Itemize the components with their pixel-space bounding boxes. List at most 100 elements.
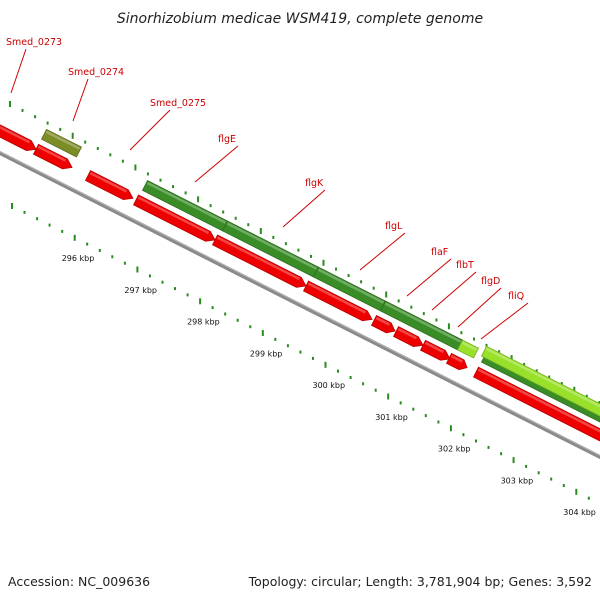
scale-tick-label: 304 kbp	[563, 508, 596, 517]
inner-tick	[550, 477, 553, 481]
inner-tick	[487, 445, 490, 449]
inner-tick	[374, 388, 377, 392]
outer-tick	[498, 350, 501, 354]
gene-label-text: Smed_0273	[6, 37, 62, 48]
outer-tick	[96, 147, 99, 150]
inner-tick	[387, 393, 390, 400]
inner-tick	[61, 229, 64, 233]
outer-tick	[523, 362, 526, 366]
inner-tick	[48, 223, 51, 227]
outer-tick	[272, 235, 275, 239]
outer-tick	[234, 216, 237, 220]
inner-tick	[312, 356, 314, 360]
gene-label-flbt: flbT	[431, 260, 477, 311]
inner-tick	[286, 344, 289, 348]
gene-label-flgl: flgL	[359, 221, 406, 271]
scale-tick-label: 297 kbp	[124, 286, 157, 295]
outer-tick	[598, 401, 600, 404]
inner-tick	[475, 439, 477, 443]
scale-tick-label: 296 kbp	[62, 254, 95, 263]
gene-label-text: Smed_0274	[68, 67, 124, 78]
forward-gene	[40, 128, 82, 158]
reverse-gene	[472, 366, 600, 442]
genome-backbone-highlight	[0, 151, 600, 456]
scale-tick-label: 303 kbp	[501, 476, 534, 485]
inner-tick	[299, 350, 302, 354]
outer-tick	[397, 299, 400, 303]
genome-backbone	[0, 150, 600, 460]
gene-label-flgk: flgK	[282, 178, 326, 228]
outer-tick	[560, 382, 563, 385]
outer-tick	[385, 291, 388, 298]
scale-tick-label: 302 kbp	[438, 445, 471, 454]
forward-strand-genes	[40, 128, 600, 427]
forward-gene	[480, 345, 600, 421]
reverse-gene	[445, 352, 468, 371]
inner-tick	[562, 484, 565, 487]
inner-tick	[274, 337, 277, 341]
outer-tick	[172, 185, 174, 189]
gene-label-smed_0275: Smed_0275	[129, 98, 206, 151]
outer-tick	[46, 121, 49, 125]
inner-tick	[11, 203, 13, 209]
gene-label-text: flgD	[481, 276, 500, 287]
outer-tick	[410, 305, 413, 309]
gene-label-flgd: flgD	[457, 276, 502, 328]
outer-tick	[447, 323, 450, 330]
scale-labels: 296 kbp 297 kbp 298 kbp 299 kbp 300 kbp 301 k…	[62, 254, 596, 517]
gene-label-smed_0274: Smed_0274	[68, 67, 124, 122]
outer-tick	[121, 159, 124, 163]
inner-tick	[86, 242, 89, 246]
outer-tick	[197, 196, 200, 203]
gene-label-fliq: fliQ	[480, 291, 529, 340]
inner-tick	[525, 464, 528, 468]
inner-tick	[261, 330, 264, 336]
outer-tick	[159, 178, 162, 182]
forward-gene	[456, 339, 479, 359]
outer-tick	[259, 228, 262, 234]
outer-tick	[21, 108, 24, 112]
outer-tick	[573, 386, 576, 393]
reverse-gene	[211, 234, 307, 288]
gene-label-text: flbT	[456, 260, 474, 271]
inner-tick	[424, 414, 427, 418]
reverse-gene	[132, 194, 216, 242]
outer-tick	[284, 242, 287, 246]
outer-tick	[84, 140, 87, 144]
inner-tick	[399, 401, 402, 405]
inner-tick	[148, 274, 151, 278]
inner-tick	[186, 293, 189, 297]
outer-tick	[222, 210, 225, 214]
inner-tick	[337, 369, 339, 373]
gene-label-flge: flgE	[194, 134, 239, 183]
inner-tick	[412, 407, 415, 411]
inner-tick	[512, 457, 515, 464]
reverse-gene	[84, 170, 134, 201]
gene-labels: Smed_0273 Smed_0274 Smed_0275 flgE flgK flgL f…	[6, 37, 529, 340]
inner-tick	[199, 298, 202, 305]
inner-tick	[437, 420, 440, 424]
outer-tick	[360, 280, 363, 284]
outer-tick	[109, 153, 112, 157]
inner-tick	[224, 312, 227, 316]
inner-tick	[324, 361, 327, 368]
inner-tick	[362, 382, 365, 386]
outer-tick	[548, 375, 551, 379]
reverse-gene	[0, 120, 37, 151]
genome-summary-text: Topology: circular; Length: 3,781,904 bp…	[248, 574, 592, 589]
inner-tick	[73, 234, 76, 241]
inner-tick	[161, 280, 164, 284]
scale-tick-label: 299 kbp	[250, 349, 283, 358]
gene-label-flaf: flaF	[406, 247, 452, 297]
inner-tick	[575, 488, 578, 495]
accession-text: Accession: NC_009636	[8, 574, 150, 589]
outer-tick	[184, 191, 187, 195]
gene-label-text: flgL	[385, 221, 403, 232]
outer-tick	[322, 259, 325, 266]
scale-tick-label: 298 kbp	[187, 318, 220, 327]
outer-tick	[510, 355, 513, 362]
outer-tick	[372, 286, 375, 290]
inner-tick	[587, 496, 590, 500]
reverse-gene	[392, 326, 424, 347]
